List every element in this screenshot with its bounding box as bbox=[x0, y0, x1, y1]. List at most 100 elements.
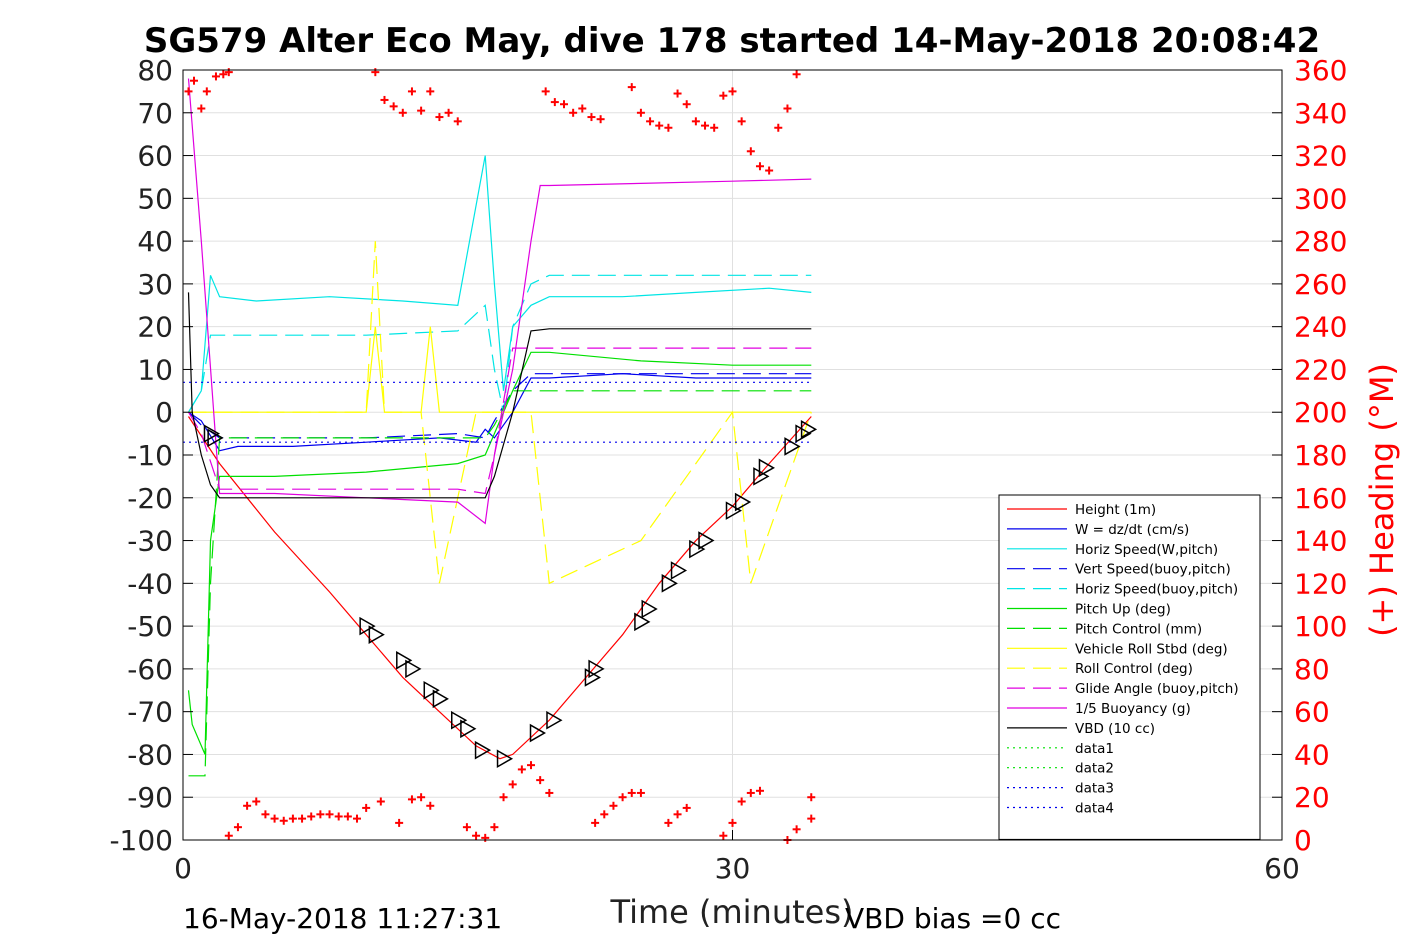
heading-point bbox=[389, 102, 398, 111]
y2-tick-label: 360 bbox=[1294, 54, 1347, 87]
heading-point bbox=[426, 87, 435, 96]
x-axis-label: Time (minutes) bbox=[610, 893, 854, 931]
triangle-marker bbox=[432, 689, 449, 709]
heading-point bbox=[252, 797, 261, 806]
heading-point bbox=[807, 793, 816, 802]
heading-point bbox=[343, 812, 352, 821]
y-axis-right: 3603403203002802602402202001801601401201… bbox=[1272, 54, 1347, 857]
heading-point bbox=[395, 818, 404, 827]
heading-point bbox=[728, 87, 737, 96]
heading-point bbox=[746, 147, 755, 156]
y2-tick-label: 340 bbox=[1294, 97, 1347, 130]
heading-point bbox=[224, 831, 233, 840]
heading-point bbox=[527, 761, 536, 770]
legend-label: data4 bbox=[1075, 801, 1114, 817]
heading-point bbox=[587, 113, 596, 122]
y-axis-left: 80 70 60 50 40 30 20 10 0 -10 -20 -30 -40 -50 -60 -70 -8… bbox=[109, 54, 193, 857]
heading-point bbox=[774, 123, 783, 132]
heading-point bbox=[636, 108, 645, 117]
legend-label: Glide Angle (buoy,pitch) bbox=[1075, 681, 1239, 697]
series-line-2 bbox=[187, 155, 812, 413]
x-axis: 0 30 60 bbox=[174, 830, 1300, 885]
heading-point bbox=[627, 788, 636, 797]
triangle-marker bbox=[405, 659, 422, 679]
y-tick-label: -60 bbox=[127, 653, 173, 686]
heading-point bbox=[189, 76, 198, 85]
heading-point bbox=[298, 814, 307, 823]
triangle-marker bbox=[725, 501, 743, 520]
footer-vbd-bias: VBD bias =0 cc bbox=[845, 902, 1061, 935]
heading-point bbox=[783, 104, 792, 113]
series-line-6 bbox=[188, 390, 812, 777]
heading-point bbox=[728, 818, 737, 827]
heading-point bbox=[224, 68, 233, 77]
y2-tick-label: 0 bbox=[1294, 824, 1312, 857]
heading-point bbox=[627, 83, 636, 92]
y-tick-label: 30 bbox=[137, 268, 173, 301]
heading-point bbox=[719, 831, 728, 840]
heading-point bbox=[184, 87, 193, 96]
heading-point bbox=[600, 810, 609, 819]
heading-point bbox=[618, 793, 627, 802]
heading-point bbox=[636, 788, 645, 797]
heading-point bbox=[508, 780, 517, 789]
heading-point bbox=[755, 162, 764, 171]
series-line-0 bbox=[187, 416, 812, 760]
heading-point bbox=[737, 797, 746, 806]
heading-point bbox=[417, 793, 426, 802]
series-line-3 bbox=[188, 373, 812, 439]
heading-point bbox=[325, 810, 334, 819]
legend-label: Vert Speed(buoy,pitch) bbox=[1075, 562, 1231, 578]
y2-tick-label: 180 bbox=[1294, 439, 1347, 472]
heading-point bbox=[211, 72, 220, 81]
heading-point bbox=[569, 108, 578, 117]
triangle-marker bbox=[359, 616, 376, 636]
heading-point bbox=[664, 818, 673, 827]
heading-point bbox=[407, 795, 416, 804]
heading-point bbox=[517, 765, 526, 774]
legend-label: Horiz Speed(W,pitch) bbox=[1075, 542, 1218, 558]
triangle-marker bbox=[396, 651, 413, 670]
y2-tick-label: 80 bbox=[1294, 653, 1330, 686]
heading-point bbox=[371, 68, 380, 77]
heading-point bbox=[435, 113, 444, 122]
heading-point bbox=[541, 87, 550, 96]
y-tick-label: -90 bbox=[127, 781, 173, 814]
heading-point bbox=[279, 816, 288, 825]
heading-point bbox=[559, 100, 568, 109]
triangle-marker bbox=[795, 424, 812, 443]
triangle-marker bbox=[800, 420, 818, 439]
triangle-marker bbox=[474, 740, 492, 760]
heading-point bbox=[545, 788, 554, 797]
heading-point bbox=[362, 803, 371, 812]
y2-tick-label: 140 bbox=[1294, 525, 1347, 558]
y2-axis-label: (+) Heading (°M) bbox=[1363, 363, 1401, 637]
heading-point bbox=[472, 831, 481, 840]
heading-point bbox=[765, 166, 774, 175]
legend-box bbox=[998, 494, 1261, 840]
series-line-7 bbox=[188, 326, 812, 413]
triangle-marker bbox=[529, 723, 547, 743]
heading-point bbox=[596, 115, 605, 124]
legend: Height (1m) W = dz/dt (cm/s) Horiz Speed(W… bbox=[998, 494, 1261, 840]
heading-point bbox=[682, 100, 691, 109]
series-line-11 bbox=[187, 292, 812, 499]
heading-point bbox=[655, 121, 664, 130]
legend-label: data2 bbox=[1075, 761, 1114, 777]
y-tick-label: -70 bbox=[127, 696, 173, 729]
heading-point bbox=[417, 106, 426, 115]
triangle-marker bbox=[784, 437, 801, 456]
series-line-10 bbox=[187, 78, 812, 525]
triangle-marker bbox=[661, 574, 678, 593]
triangle-marker bbox=[203, 424, 220, 443]
triangle-marker bbox=[207, 428, 224, 448]
heading-point bbox=[710, 123, 719, 132]
legend-label: data1 bbox=[1075, 741, 1114, 757]
heading-point bbox=[719, 91, 728, 100]
heading-point bbox=[664, 123, 673, 132]
legend-label: Roll Control (deg) bbox=[1075, 661, 1193, 677]
y2-tick-label: 240 bbox=[1294, 311, 1347, 344]
y2-tick-label: 300 bbox=[1294, 182, 1347, 215]
heading-point bbox=[609, 801, 618, 810]
